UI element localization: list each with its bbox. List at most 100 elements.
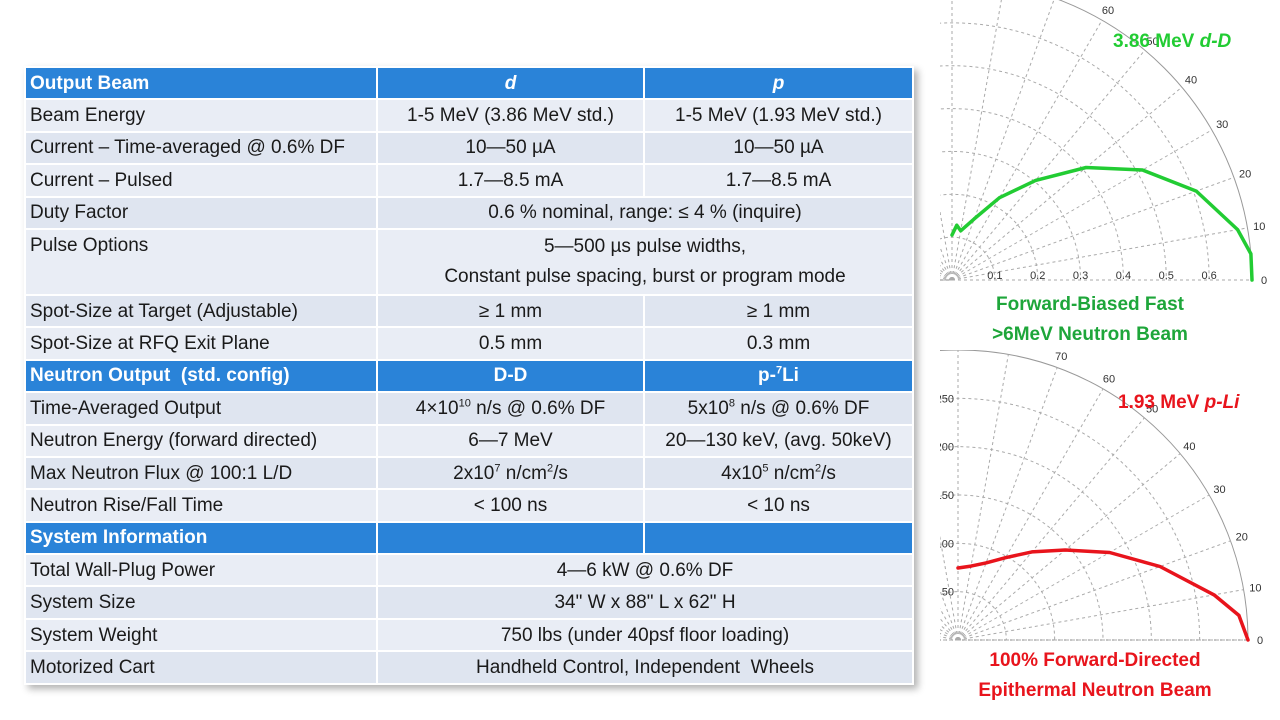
radial-tick-label: 100 [940, 538, 954, 550]
angle-tick-label: 70 [1055, 351, 1067, 363]
angle-tick-label: 0 [1257, 635, 1263, 647]
section-header-system-information: System Information [24, 520, 914, 556]
polar-spoke [951, 176, 1235, 281]
row-label: Max Neutron Flux @ 100:1 L/D [24, 455, 378, 491]
radial-tick-label: 0.1 [987, 270, 1002, 282]
caption-line: Forward-Biased Fast [996, 294, 1184, 315]
data-point [1250, 278, 1254, 282]
cell-p: 0.3 mm [643, 326, 914, 361]
empty-cell [643, 520, 914, 556]
polar-spoke [951, 0, 1055, 281]
data-point [1108, 551, 1112, 554]
radial-tick-label: 0.2 [1030, 270, 1045, 282]
section-header-output-beam: Output Beam d p [24, 65, 914, 101]
cell-d: 1.7—8.5 mA [376, 163, 645, 198]
polar-ring [1058, 0, 1253, 281]
section-title: Output Beam [24, 65, 378, 101]
section-title: Neutron Output (std. config) [24, 358, 378, 394]
polar-spoke [957, 354, 1009, 641]
angle-tick-label: 30 [1216, 119, 1228, 131]
column-header-dd: D-D [376, 358, 645, 394]
data-point [1158, 565, 1162, 568]
cell-merged: 34" W x 88" L x 62" H [376, 585, 914, 620]
section-header-neutron-output: Neutron Output (std. config) D-D p-7Li [24, 358, 914, 394]
data-point [1246, 638, 1250, 642]
angle-tick-label: 0 [1261, 275, 1267, 287]
row-label: Total Wall-Plug Power [24, 553, 378, 588]
radial-tick-label: 250 [940, 393, 954, 405]
data-point [984, 561, 988, 565]
data-point [950, 233, 954, 237]
row-label: Neutron Rise/Fall Time [24, 488, 378, 523]
row-label: Motorized Cart [24, 650, 378, 685]
polar-spoke [957, 589, 1244, 641]
table-row: Total Wall-Plug Power 4—6 kW @ 0.6% DF [24, 553, 914, 588]
angle-tick-label: 20 [1239, 168, 1251, 180]
caption-line: >6MeV Neutron Beam [992, 324, 1188, 345]
polar-spoke [957, 388, 1104, 641]
column-header-d: d [376, 65, 645, 101]
cell-d: 2x107 n/cm2/s [376, 455, 645, 491]
data-point [1236, 228, 1240, 232]
polar-spoke [957, 417, 1145, 641]
polar-spoke [940, 607, 959, 641]
cell-p: 1-5 MeV (1.93 MeV std.) [643, 98, 914, 133]
cell-p: ≥ 1 mm [643, 293, 914, 329]
row-label: Time-Averaged Output [24, 391, 378, 426]
row-label: Current – Pulsed [24, 163, 378, 198]
cell-d: 10—50 µA [376, 130, 645, 166]
column-header-pli: p-7Li [643, 358, 914, 394]
table-row: Max Neutron Flux @ 100:1 L/D 2x107 n/cm2… [24, 455, 914, 491]
angle-tick-label: 60 [1103, 373, 1115, 385]
angle-tick-label: 40 [1183, 441, 1195, 453]
polar-spoke [957, 494, 1210, 641]
chart-caption-dd: Forward-Biased Fast >6MeV Neutron Beam [950, 290, 1230, 350]
radial-tick-label: 0.3 [1073, 270, 1088, 282]
cell-d: ≥ 1 mm [376, 293, 645, 329]
polar-spoke [951, 19, 1103, 281]
angle-tick-label: 10 [1249, 583, 1261, 595]
angle-tick-label: 60 [1102, 5, 1114, 17]
table-row: Duty Factor 0.6 % nominal, range: ≤ 4 % … [24, 195, 914, 230]
cell-merged: Handheld Control, Independent Wheels [376, 650, 914, 685]
cell-d: 0.5 mm [376, 326, 645, 361]
data-point [1030, 550, 1034, 554]
data-point [1237, 613, 1241, 617]
table-row: Beam Energy 1-5 MeV (3.86 MeV std.) 1-5 … [24, 98, 914, 133]
polar-spoke [940, 535, 959, 641]
polar-spoke [940, 275, 953, 281]
radial-tick-label: 0.5 [1159, 270, 1174, 282]
empty-cell [376, 520, 645, 556]
table-row: System Weight 750 lbs (under 40psf floor… [24, 617, 914, 653]
chart-caption-pli: 100% Forward-Directed Epithermal Neutron… [950, 646, 1240, 706]
cell-p: 4x105 n/cm2/s [643, 455, 914, 491]
polar-spoke [940, 629, 959, 641]
section-title: System Information [24, 520, 378, 556]
radial-tick-label: 150 [940, 490, 954, 502]
data-point [1141, 168, 1144, 172]
column-header-p: p [643, 65, 914, 101]
cell-p: 1.7—8.5 mA [643, 163, 914, 198]
table-row: Current – Pulsed 1.7—8.5 mA 1.7—8.5 mA [24, 163, 914, 198]
polar-spoke [957, 453, 1181, 641]
table-row: Spot-Size at Target (Adjustable) ≥ 1 mm … [24, 293, 914, 329]
table-row: Neutron Rise/Fall Time < 100 ns < 10 ns [24, 488, 914, 523]
cell-p: 20—130 keV, (avg. 50keV) [643, 423, 914, 458]
polar-ring [940, 22, 1210, 281]
cell-merged: 5—500 µs pulse widths, Constant pulse sp… [376, 227, 914, 296]
data-point [998, 196, 1001, 200]
table-row: Pulse Options 5—500 µs pulse widths, Con… [24, 227, 914, 296]
data-point [969, 564, 973, 568]
row-label: Pulse Options [24, 227, 378, 296]
polar-spoke [957, 540, 1231, 641]
data-curve [956, 548, 1250, 642]
data-point [1063, 548, 1067, 552]
polar-spoke [951, 0, 1002, 281]
polar-spoke [951, 129, 1213, 281]
pulse-line-2: Constant pulse spacing, burst or program… [444, 265, 846, 287]
angle-tick-label: 50 [1146, 36, 1158, 48]
table-row: Current – Time-averaged @ 0.6% DF 10—50 … [24, 130, 914, 166]
data-point [1249, 252, 1253, 256]
row-label: Beam Energy [24, 98, 378, 133]
row-label: System Weight [24, 617, 378, 653]
